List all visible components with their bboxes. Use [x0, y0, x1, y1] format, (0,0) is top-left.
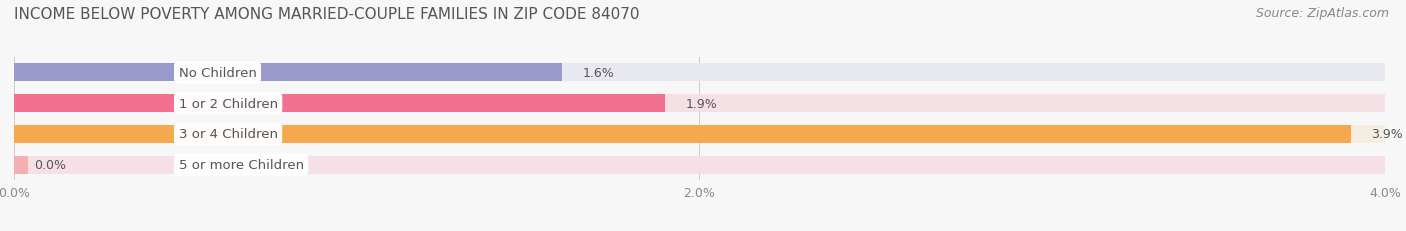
Text: 0.0%: 0.0% — [35, 158, 66, 171]
Text: 3.9%: 3.9% — [1371, 128, 1403, 141]
Text: 3 or 4 Children: 3 or 4 Children — [179, 128, 277, 141]
Bar — [14, 64, 1385, 82]
Bar — [14, 64, 562, 82]
Bar — [14, 95, 665, 112]
Text: INCOME BELOW POVERTY AMONG MARRIED-COUPLE FAMILIES IN ZIP CODE 84070: INCOME BELOW POVERTY AMONG MARRIED-COUPL… — [14, 7, 640, 22]
Text: 5 or more Children: 5 or more Children — [179, 158, 304, 171]
Text: No Children: No Children — [179, 67, 256, 79]
Bar — [14, 156, 28, 174]
Bar — [14, 125, 1351, 143]
Bar — [14, 156, 1385, 174]
Text: Source: ZipAtlas.com: Source: ZipAtlas.com — [1256, 7, 1389, 20]
Bar — [14, 95, 1385, 112]
Bar — [14, 125, 1385, 143]
Text: 1 or 2 Children: 1 or 2 Children — [179, 97, 278, 110]
Text: 1.6%: 1.6% — [583, 67, 614, 79]
Text: 1.9%: 1.9% — [686, 97, 717, 110]
